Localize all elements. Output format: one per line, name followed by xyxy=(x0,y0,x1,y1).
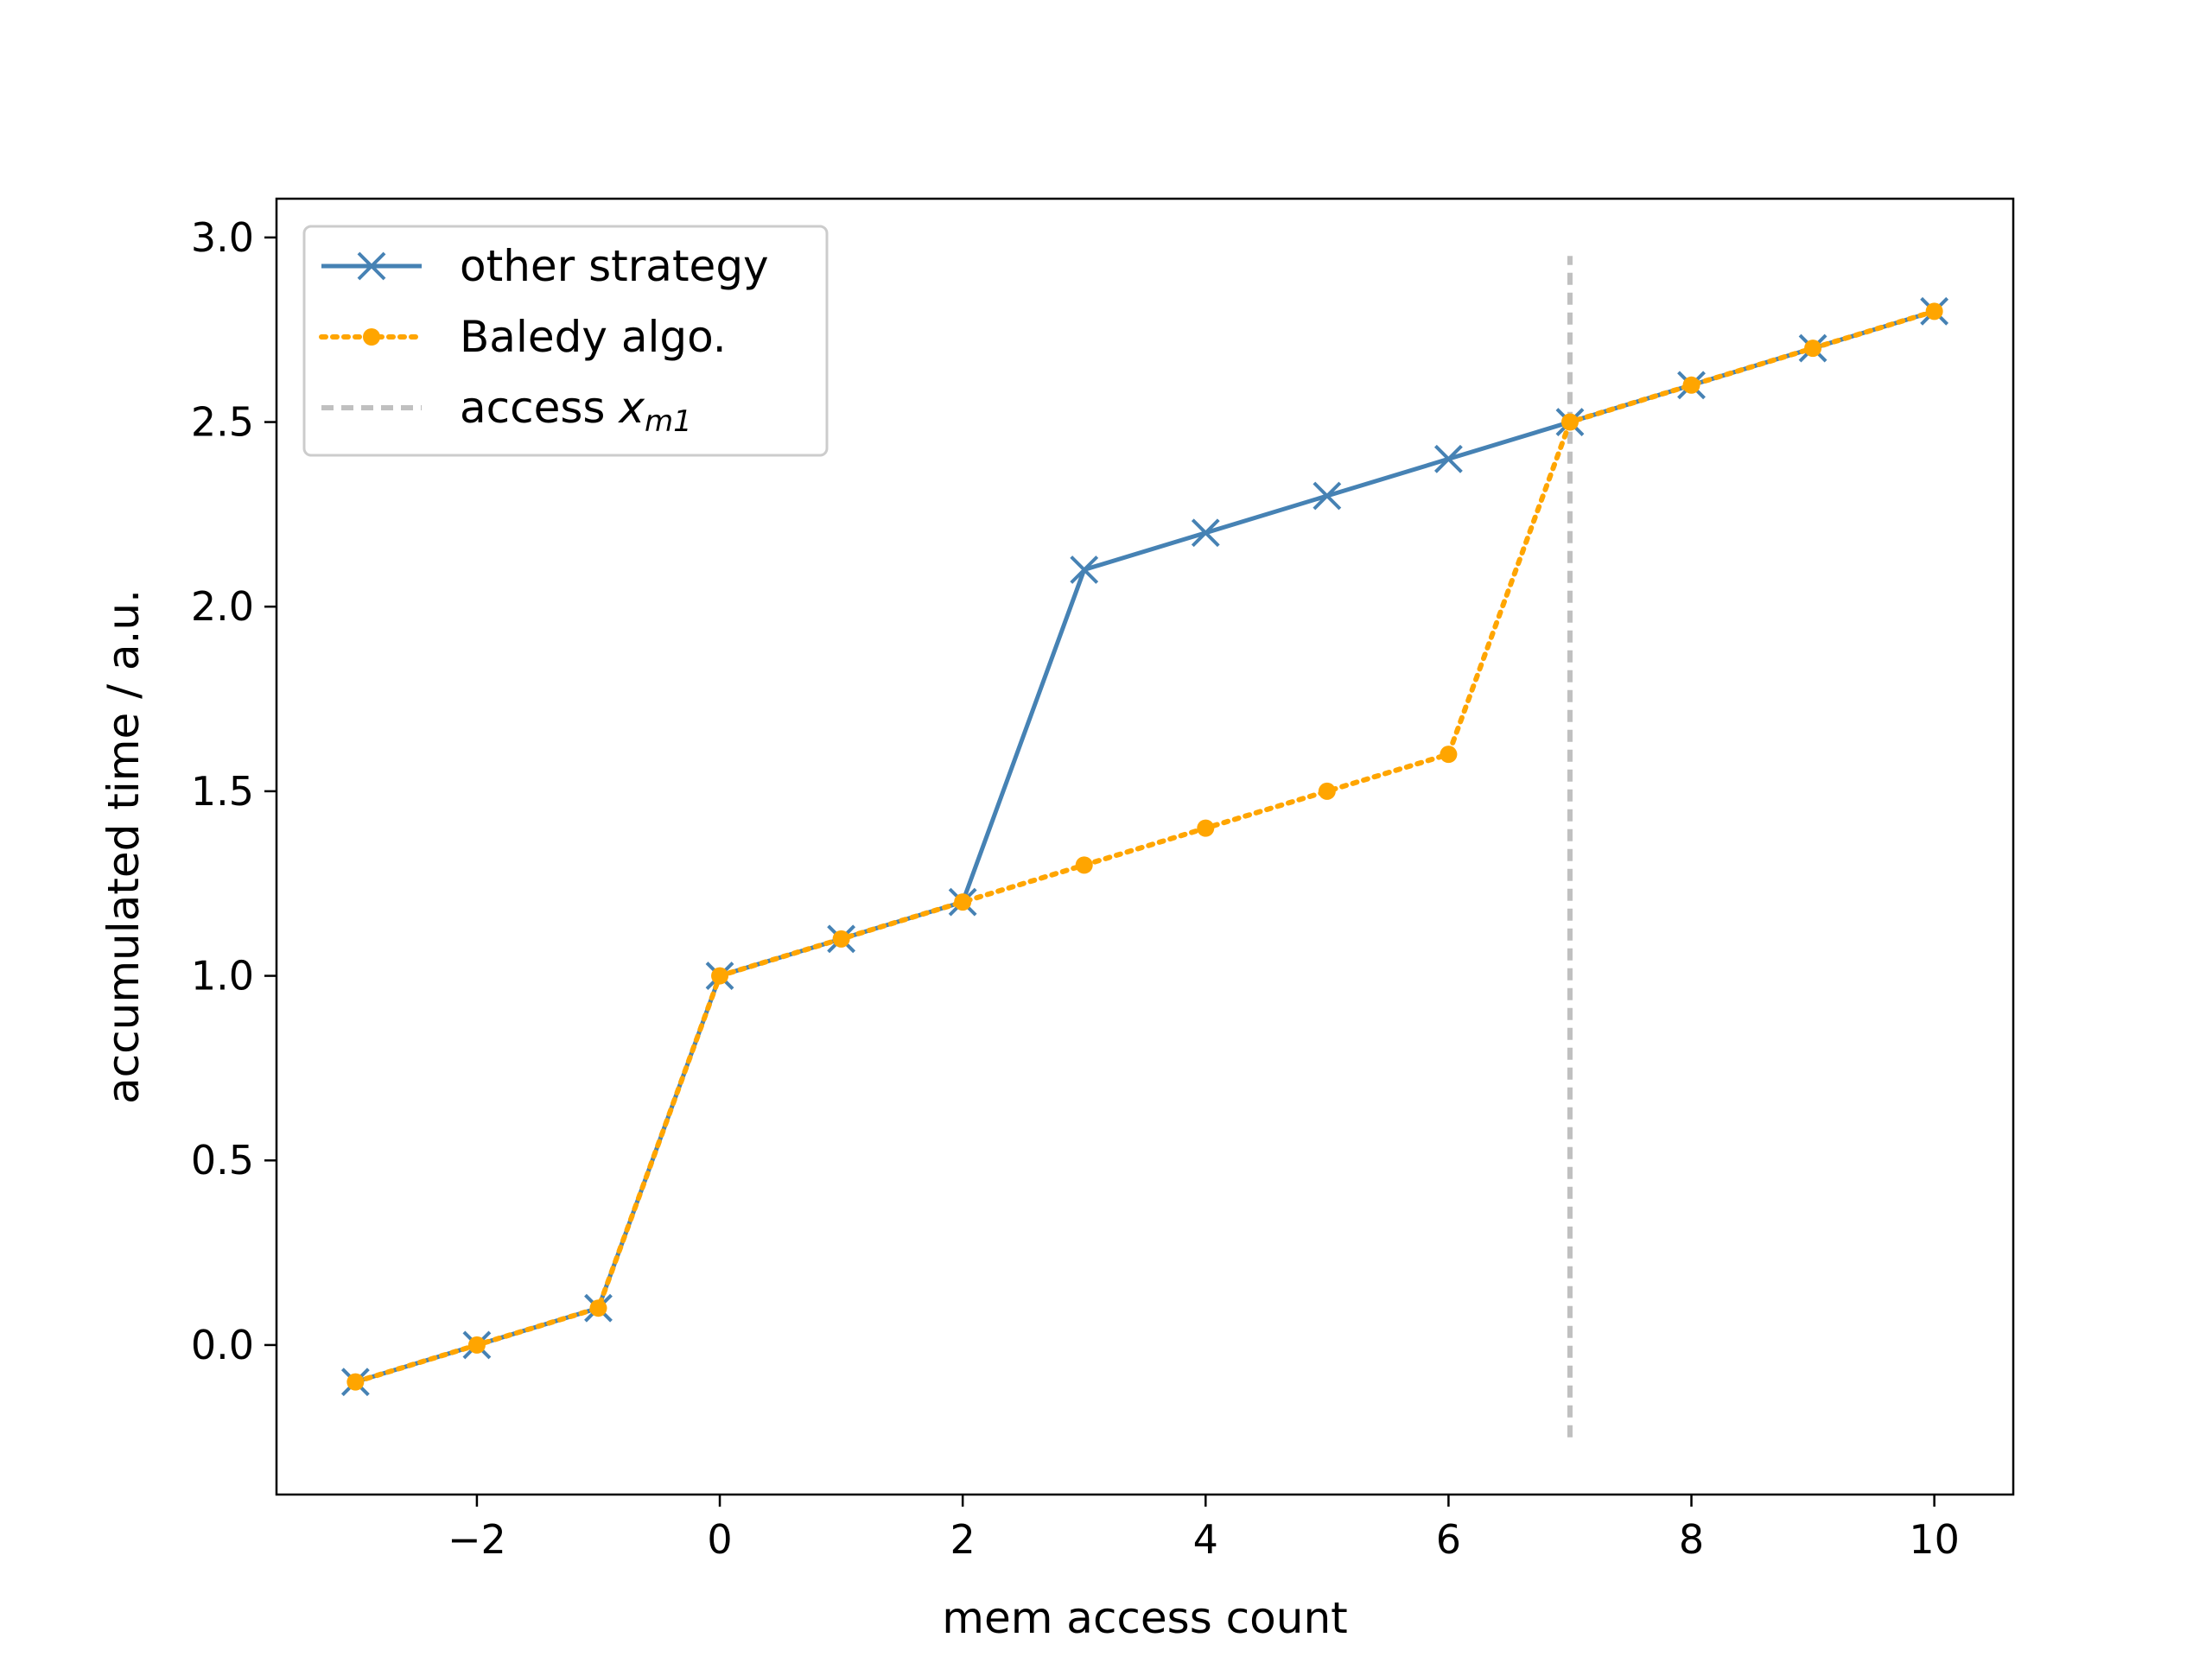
data-point-dot-marker xyxy=(1197,819,1215,837)
series-line-0 xyxy=(354,308,1936,1385)
data-point-dot-marker xyxy=(1560,413,1579,431)
y-tick-label: 2.0 xyxy=(191,583,254,630)
data-point-dot-marker xyxy=(1804,340,1822,358)
x-tick-label: −2 xyxy=(448,1516,506,1563)
legend-label: access xm1 xyxy=(460,383,692,439)
y-tick-label: 0.0 xyxy=(191,1322,254,1368)
y-tick-label: 2.5 xyxy=(191,399,254,446)
legend-label-prefix: access xyxy=(460,383,619,433)
y-tick-label: 3.0 xyxy=(191,214,254,261)
data-point-dot-marker xyxy=(1318,782,1336,800)
x-axis-ticks: −2 0 2 4 6 8 10 xyxy=(448,1495,1960,1563)
series-layer xyxy=(340,296,1949,1397)
data-point-dot-marker xyxy=(1440,746,1458,764)
y-axis-ticks: 0.0 0.5 1.0 1.5 2.0 2.5 3.0 xyxy=(191,214,276,1368)
legend-label: other strategy xyxy=(460,241,769,291)
x-tick-label: 2 xyxy=(950,1516,976,1563)
x-tick-label: 0 xyxy=(707,1516,732,1563)
y-tick-label: 0.5 xyxy=(191,1137,254,1184)
data-point-dot-marker xyxy=(346,1373,365,1391)
data-point-x-marker xyxy=(1070,555,1099,584)
series-line-1 xyxy=(353,308,1937,1385)
legend-label-subscript: m1 xyxy=(645,404,692,439)
x-tick-label: 8 xyxy=(1679,1516,1704,1563)
data-point-dot-marker xyxy=(711,967,729,985)
data-point-dot-marker xyxy=(1075,856,1093,874)
data-point-dot-marker xyxy=(954,893,972,911)
legend-label: Baledy algo. xyxy=(460,312,727,362)
data-point-dot-marker xyxy=(589,1299,607,1317)
y-axis-label: accumulated time / a.u. xyxy=(99,589,149,1104)
data-point-dot-marker xyxy=(832,930,850,948)
plot-area xyxy=(275,197,2015,1496)
x-tick-label: 6 xyxy=(1436,1516,1461,1563)
data-point-dot-marker xyxy=(1682,376,1700,394)
axes-frame xyxy=(275,197,2015,1496)
y-tick-label: 1.5 xyxy=(191,768,254,815)
legend-x-marker xyxy=(357,251,386,281)
legend-entries: other strategy Baledy algo. access xm1 xyxy=(319,241,769,439)
x-axis-label: mem access count xyxy=(942,1593,1348,1643)
y-tick-label: 1.0 xyxy=(191,953,254,1000)
x-tick-label: 10 xyxy=(1909,1516,1960,1563)
data-point-dot-marker xyxy=(467,1336,486,1354)
legend-dot-marker xyxy=(363,328,380,346)
legend-box xyxy=(302,225,829,457)
legend-label-variable: x xyxy=(617,383,645,433)
data-point-dot-marker xyxy=(1925,302,1943,321)
x-tick-label: 4 xyxy=(1193,1516,1218,1563)
legend: other strategy Baledy algo. access xm1 xyxy=(302,225,829,457)
data-point-x-marker xyxy=(1191,518,1220,548)
data-point-x-marker xyxy=(1313,481,1342,511)
data-point-x-marker xyxy=(1433,444,1463,473)
